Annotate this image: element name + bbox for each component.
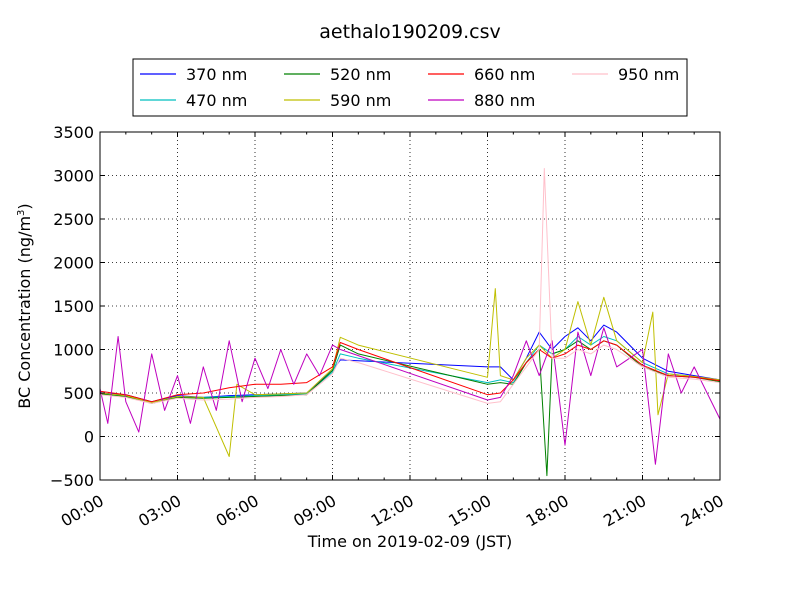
y-tick-label: 500 bbox=[63, 384, 94, 403]
y-tick-label: 2500 bbox=[53, 210, 94, 229]
x-axis-label: Time on 2019-02-09 (JST) bbox=[307, 532, 512, 551]
legend-label: 590 nm bbox=[330, 91, 391, 110]
series-lines bbox=[99, 168, 721, 477]
legend-label: 520 nm bbox=[330, 65, 391, 84]
y-axis-label-end: ) bbox=[15, 203, 34, 209]
y-tick-label: 0 bbox=[84, 428, 94, 447]
series-line bbox=[99, 327, 721, 465]
series-line bbox=[99, 340, 721, 403]
chart-title: aethalo190209.csv bbox=[319, 21, 501, 43]
y-tick-label: 3500 bbox=[53, 123, 94, 142]
y-tick-label: 2000 bbox=[53, 254, 94, 273]
y-tick-label: −500 bbox=[50, 471, 94, 490]
legend-label: 470 nm bbox=[186, 91, 247, 110]
legend: 370 nm 470 nm 520 nm 590 nm 660 nm 880 nm 950 … bbox=[132, 58, 688, 117]
series-line bbox=[99, 168, 721, 404]
legend-label: 660 nm bbox=[474, 65, 535, 84]
y-axis-label: BC Concentration (ng/m3) bbox=[15, 203, 34, 408]
series-line bbox=[99, 288, 721, 457]
legend-label: 880 nm bbox=[474, 91, 535, 110]
y-tick-label: 1500 bbox=[53, 297, 94, 316]
y-tick-label: 1000 bbox=[53, 341, 94, 360]
legend-box bbox=[132, 58, 688, 117]
y-axis-label-superscript: 3 bbox=[16, 210, 27, 216]
legend-label: 950 nm bbox=[618, 65, 679, 84]
y-axis-label-main: BC Concentration (ng/m bbox=[15, 216, 34, 409]
y-tick-label: 3000 bbox=[53, 167, 94, 186]
plot-area: 00:00 03:00 06:00 09:00 12:00 15:00 18:00 21:00… bbox=[50, 123, 727, 531]
legend-label: 370 nm bbox=[186, 65, 247, 84]
